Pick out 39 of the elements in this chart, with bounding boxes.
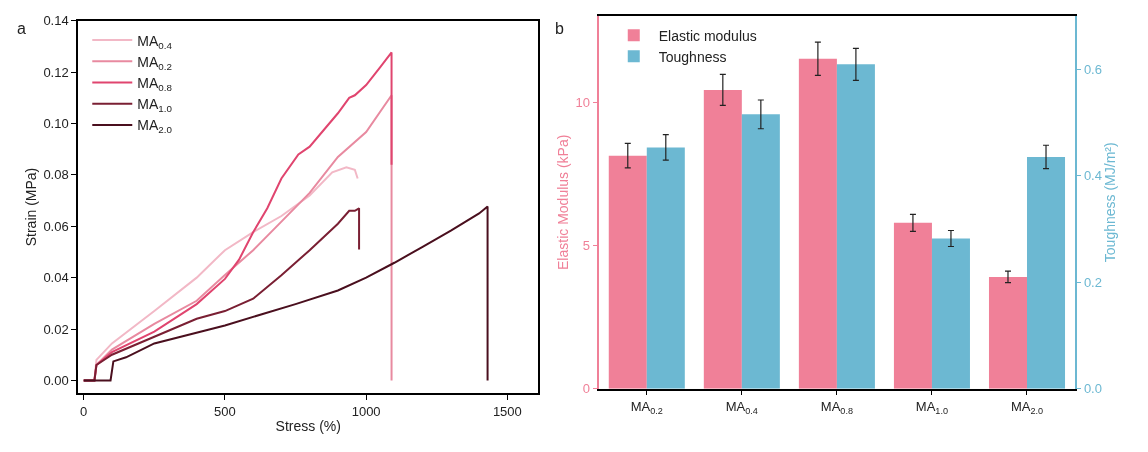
y-tick-label: 0 (582, 381, 590, 397)
x-tick-label: MA$_{0.8}$ (820, 399, 853, 416)
legend-label: MA$_{0.4}$ (137, 32, 173, 51)
y-tick-label: 0.02 (43, 321, 69, 337)
x-tick-label: MA$_{0.2}$ (630, 399, 663, 416)
x-tick-label: MA$_{0.4}$ (725, 399, 758, 416)
y-tick-label: 0.14 (43, 13, 69, 29)
x-tick-label: MA$_{2.0}$ (1010, 399, 1044, 416)
y-tick-label: 10 (575, 95, 590, 111)
y2-tick-label: 0.2 (1083, 274, 1102, 290)
legend-label: MA$_{0.2}$ (137, 53, 172, 72)
legend-label: MA$_{2.0}$ (137, 117, 173, 136)
text: a (17, 20, 26, 37)
x-tick-label: 0 (80, 403, 88, 419)
text: b (555, 20, 564, 37)
x-axis-title: Stress (%) (275, 418, 341, 435)
y-tick-label: 0.10 (43, 116, 69, 132)
y2-tick-label: 0.4 (1083, 168, 1102, 184)
legend-label: Elastic modulus (658, 27, 757, 44)
legend-label: Toughness (658, 48, 727, 65)
legend-label: MA$_{0.8}$ (137, 74, 173, 93)
x-tick-label: 1000 (351, 403, 381, 419)
y-tick-label: 0.00 (43, 372, 69, 388)
x-tick-label: MA$_{1.0}$ (915, 399, 949, 416)
x-tick-label: 500 (214, 403, 236, 419)
legend-label: MA$_{1.0}$ (137, 96, 173, 115)
y-tick-label: 5 (582, 238, 590, 254)
y-tick-label: 0.06 (43, 218, 69, 234)
y-axis-title: Elastic Modulus (kPa) (554, 134, 571, 270)
bar (1027, 156, 1066, 389)
y2-axis-title: Toughness (MJ/m²) (1101, 142, 1118, 263)
y2-tick-label: 0.0 (1083, 381, 1102, 397)
line-series (82, 205, 489, 382)
y-tick-label: 0.08 (43, 167, 69, 183)
y-tick-label: 0.04 (43, 270, 69, 286)
y-tick-label: 0.12 (43, 64, 69, 80)
y-axis-title: Strain (MPa) (22, 167, 39, 247)
x-tick-label: 1500 (492, 403, 522, 419)
y2-tick-label: 0.6 (1083, 61, 1102, 77)
